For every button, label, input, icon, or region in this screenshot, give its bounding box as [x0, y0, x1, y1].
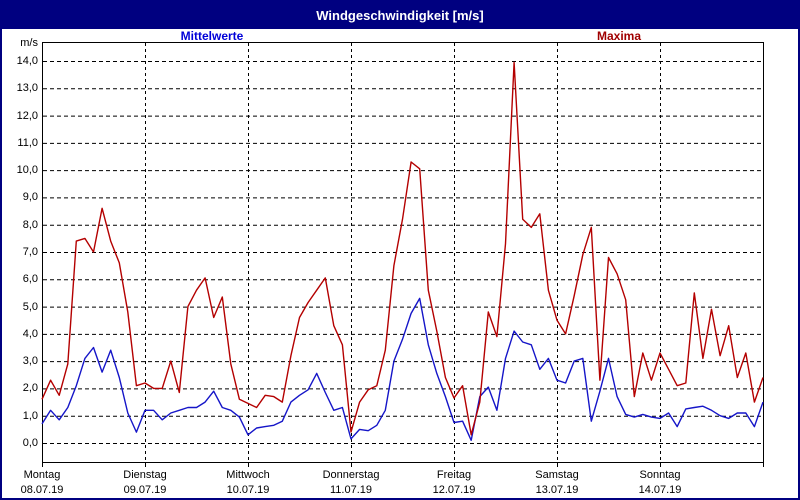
x-day-label: Sonntag	[639, 469, 681, 481]
x-date-label: 11.07.19	[329, 484, 372, 496]
y-tick-label: 9,0	[22, 191, 38, 204]
chart-title: Windgeschwindigkeit [m/s]	[316, 8, 484, 23]
legend-maxima-label: Maxima	[596, 29, 642, 43]
x-day-label: Mittwoch	[226, 469, 270, 481]
y-tick-label: 11,0	[17, 136, 38, 149]
chart-title-bar: Windgeschwindigkeit [m/s]	[2, 2, 798, 29]
x-date-label: 14.07.19	[638, 484, 682, 496]
x-day-label: Montag	[23, 469, 61, 481]
plot-frame	[42, 42, 764, 463]
y-axis-unit-label: m/s	[20, 37, 38, 49]
series-line-maxima	[41, 61, 764, 436]
y-tick-label: 1,0	[22, 409, 38, 422]
y-tick-label: 2,0	[22, 382, 38, 395]
y-tick-label: 0,0	[22, 437, 38, 449]
y-tick-label: 4,0	[22, 327, 38, 340]
y-tick-label: 7,0	[22, 246, 38, 258]
series-line-mittelwerte	[41, 297, 764, 441]
y-tick-label: 6,0	[22, 273, 38, 286]
x-day-label: Samstag	[535, 469, 579, 481]
y-tick-label: 12,0	[16, 109, 38, 122]
x-day-label: Freitag	[436, 469, 472, 481]
y-tick-label: 13,0	[16, 82, 38, 95]
x-date-label: 08.07.19	[20, 484, 64, 496]
y-tick-label: 10,0	[16, 164, 38, 177]
x-day-label: Dienstag	[123, 469, 167, 481]
x-date-label: 09.07.19	[123, 484, 167, 496]
x-date-label: 13.07.19	[535, 484, 579, 496]
x-date-label: 12.07.19	[432, 484, 476, 496]
x-date-label: 10.07.19	[226, 484, 270, 496]
x-day-label: Donnerstag	[322, 469, 380, 481]
y-tick-label: 5,0	[22, 300, 38, 313]
y-tick-label: 14,0	[16, 55, 38, 67]
y-tick-label: 8,0	[22, 218, 38, 231]
legend-mittelwerte-label: Mittelwerte	[180, 29, 244, 43]
y-tick-label: 3,0	[22, 355, 38, 368]
